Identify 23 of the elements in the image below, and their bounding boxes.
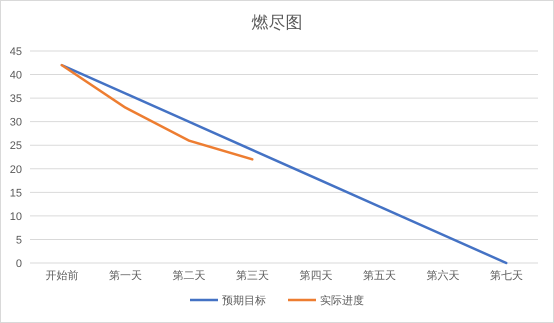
legend-label: 预期目标 [222,295,266,307]
x-tick-label: 第三天 [236,270,269,282]
y-tick-label: 30 [10,116,22,129]
y-tick-label: 0 [16,258,22,270]
y-tick-label: 40 [10,70,22,82]
y-tick-label: 35 [10,93,22,106]
y-tick-label: 15 [10,187,22,200]
x-tick-label: 第七天 [490,269,523,282]
x-tick-label: 第二天 [172,270,206,282]
x-tick-label: 第一天 [108,270,142,282]
x-tick-label: 第四天 [299,270,332,282]
chart-title: 燃尽图 [252,13,302,32]
line-series [60,64,254,161]
y-tick-label: 5 [16,234,22,246]
y-tick-label: 10 [10,210,22,223]
line-series [60,64,508,264]
y-tick-label: 25 [10,140,22,152]
x-tick-label: 第六天 [426,269,460,282]
x-tick-label: 第五天 [362,270,396,282]
y-tick-label: 20 [10,164,22,176]
x-tick-label: 开始前 [45,270,78,282]
legend-label: 实际进度 [320,294,364,307]
y-tick-label: 45 [10,46,22,58]
